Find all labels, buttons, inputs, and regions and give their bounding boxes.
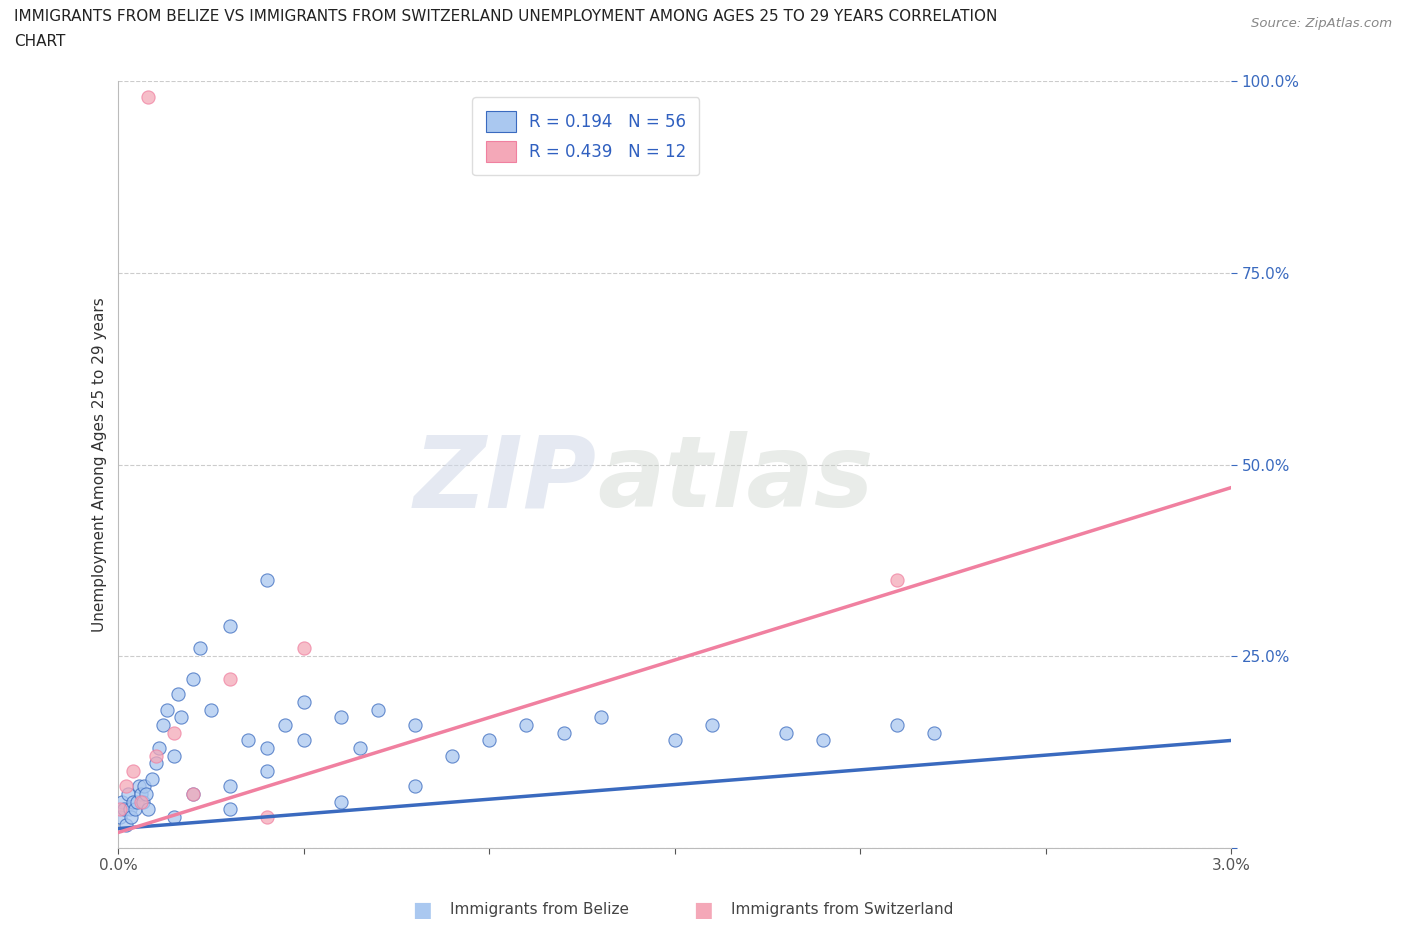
- Point: [330, 710, 353, 724]
- Point: [124, 802, 146, 817]
- Point: [256, 572, 278, 587]
- Point: [218, 802, 240, 817]
- Point: [141, 771, 163, 786]
- Point: [145, 756, 167, 771]
- Text: Immigrants from Switzerland: Immigrants from Switzerland: [731, 902, 953, 917]
- Point: [553, 725, 575, 740]
- Point: [115, 779, 138, 794]
- Point: [218, 779, 240, 794]
- Point: [256, 764, 278, 778]
- Point: [134, 779, 156, 794]
- Point: [200, 702, 222, 717]
- Point: [256, 810, 278, 825]
- Point: [110, 802, 132, 817]
- Point: [404, 718, 426, 733]
- Text: CHART: CHART: [14, 34, 66, 49]
- Point: [166, 687, 188, 702]
- Point: [148, 740, 170, 755]
- Point: [292, 695, 315, 710]
- Point: [122, 794, 145, 809]
- Point: [156, 702, 179, 717]
- Point: [238, 733, 260, 748]
- Point: [136, 89, 159, 104]
- Point: [218, 618, 240, 633]
- Point: [163, 725, 186, 740]
- Text: atlas: atlas: [598, 432, 873, 528]
- Point: [145, 749, 167, 764]
- Point: [129, 787, 152, 802]
- Text: ■: ■: [412, 899, 432, 920]
- Point: [811, 733, 834, 748]
- Point: [128, 779, 150, 794]
- Y-axis label: Unemployment Among Ages 25 to 29 years: Unemployment Among Ages 25 to 29 years: [93, 298, 107, 632]
- Point: [441, 749, 464, 764]
- Point: [125, 794, 148, 809]
- Point: [515, 718, 537, 733]
- Text: ■: ■: [693, 899, 713, 920]
- Point: [112, 802, 135, 817]
- Point: [120, 810, 142, 825]
- Point: [115, 817, 138, 832]
- Point: [218, 671, 240, 686]
- Text: ZIP: ZIP: [413, 432, 598, 528]
- Text: Immigrants from Belize: Immigrants from Belize: [450, 902, 628, 917]
- Point: [181, 787, 204, 802]
- Text: IMMIGRANTS FROM BELIZE VS IMMIGRANTS FROM SWITZERLAND UNEMPLOYMENT AMONG AGES 25: IMMIGRANTS FROM BELIZE VS IMMIGRANTS FRO…: [14, 9, 997, 24]
- Point: [924, 725, 946, 740]
- Point: [131, 794, 153, 809]
- Point: [664, 733, 686, 748]
- Point: [349, 740, 371, 755]
- Point: [404, 779, 426, 794]
- Text: Source: ZipAtlas.com: Source: ZipAtlas.com: [1251, 17, 1392, 30]
- Point: [478, 733, 501, 748]
- Point: [111, 794, 134, 809]
- Point: [118, 802, 141, 817]
- Point: [136, 802, 159, 817]
- Point: [188, 641, 211, 656]
- Point: [117, 787, 139, 802]
- Point: [181, 787, 204, 802]
- Point: [256, 740, 278, 755]
- Point: [367, 702, 389, 717]
- Point: [163, 749, 186, 764]
- Point: [181, 671, 204, 686]
- Point: [170, 710, 193, 724]
- Point: [292, 641, 315, 656]
- Point: [122, 764, 145, 778]
- Point: [886, 718, 908, 733]
- Point: [775, 725, 797, 740]
- Point: [152, 718, 174, 733]
- Point: [330, 794, 353, 809]
- Point: [129, 794, 152, 809]
- Point: [589, 710, 612, 724]
- Point: [135, 787, 157, 802]
- Legend: R = 0.194   N = 56, R = 0.439   N = 12: R = 0.194 N = 56, R = 0.439 N = 12: [472, 98, 699, 175]
- Point: [292, 733, 315, 748]
- Point: [110, 810, 132, 825]
- Point: [163, 810, 186, 825]
- Point: [700, 718, 723, 733]
- Point: [274, 718, 297, 733]
- Point: [886, 572, 908, 587]
